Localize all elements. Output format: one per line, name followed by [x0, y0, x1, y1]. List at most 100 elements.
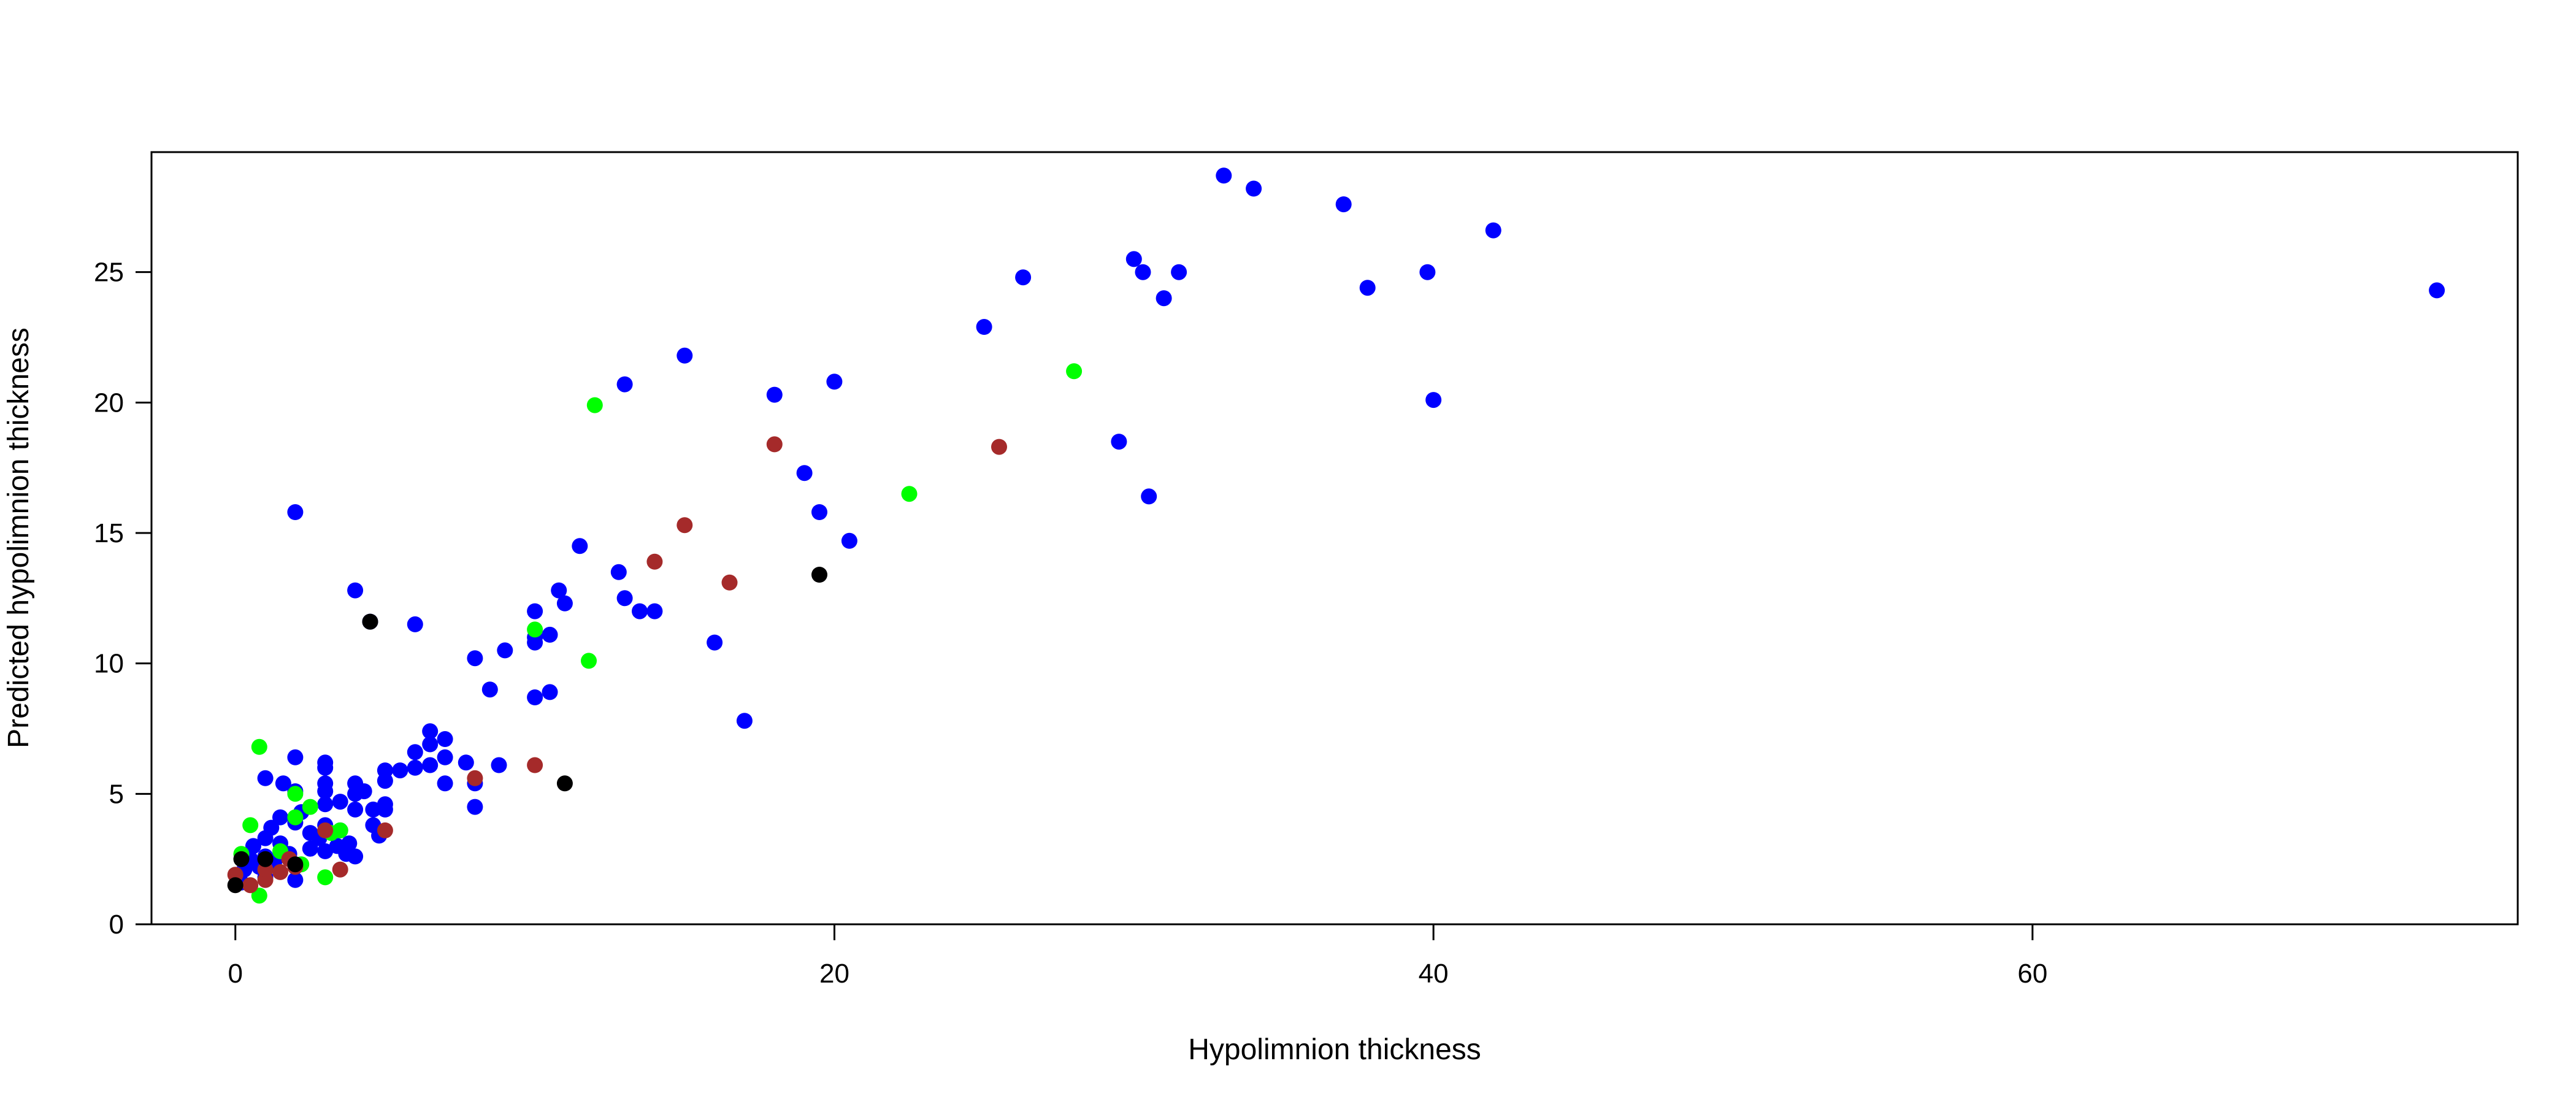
data-point — [347, 848, 364, 865]
data-point — [1066, 363, 1083, 380]
data-point — [551, 582, 567, 599]
data-point — [527, 757, 543, 773]
data-point — [811, 567, 827, 583]
data-point — [556, 775, 573, 792]
data-point — [646, 603, 663, 619]
data-point — [1141, 488, 1157, 505]
data-point — [422, 757, 439, 773]
data-point — [467, 650, 483, 667]
y-tick-label: 0 — [109, 910, 124, 940]
data-point — [377, 762, 393, 779]
x-axis-title: Hypolimnion thickness — [1188, 1033, 1481, 1066]
data-point — [347, 801, 364, 818]
data-point — [766, 386, 783, 403]
data-point — [497, 642, 513, 659]
data-point — [347, 582, 364, 599]
data-point — [392, 762, 408, 779]
data-point — [1015, 269, 1032, 286]
data-point — [251, 887, 267, 904]
data-point — [242, 877, 259, 894]
data-point — [467, 770, 483, 786]
data-point — [527, 603, 543, 619]
y-tick-label: 15 — [94, 518, 124, 548]
y-axis: 0 5 10 15 20 25 — [94, 258, 151, 940]
x-tick-label: 20 — [819, 959, 849, 989]
data-point — [586, 397, 603, 413]
y-tick-label: 5 — [109, 779, 124, 809]
data-point — [332, 861, 348, 878]
data-point — [407, 744, 423, 761]
data-point — [1156, 290, 1172, 307]
data-point — [245, 838, 261, 854]
data-point — [317, 843, 334, 859]
data-point — [356, 783, 372, 800]
data-point — [556, 595, 573, 611]
data-point — [796, 465, 813, 481]
data-point — [251, 738, 267, 755]
data-point — [1216, 167, 1232, 184]
data-point — [275, 775, 291, 792]
data-point — [581, 653, 597, 669]
data-point — [407, 616, 423, 632]
data-point — [1359, 280, 1376, 296]
data-point — [1135, 264, 1151, 280]
data-point — [377, 796, 393, 813]
y-axis-title: Predicted hypolimnion thickness — [2, 328, 35, 748]
data-point — [1419, 264, 1436, 280]
data-point — [1246, 180, 1262, 197]
x-axis: 0 20 40 60 — [228, 923, 2047, 989]
data-point — [377, 822, 393, 838]
data-point — [572, 538, 588, 554]
data-point — [362, 613, 378, 630]
data-point — [677, 347, 693, 364]
data-point — [287, 872, 304, 888]
data-point — [422, 723, 439, 740]
data-point — [481, 681, 498, 698]
data-point — [527, 621, 543, 638]
data-point — [841, 532, 857, 549]
data-point — [257, 851, 274, 867]
x-tick-label: 40 — [1419, 959, 1449, 989]
points-layer — [227, 167, 2445, 904]
data-point — [242, 817, 259, 834]
data-point — [677, 517, 693, 534]
y-tick-label: 10 — [94, 649, 124, 679]
data-point — [527, 689, 543, 705]
data-point — [422, 736, 439, 753]
data-point — [287, 856, 304, 873]
data-point — [467, 799, 483, 815]
data-point — [542, 684, 558, 700]
data-point — [1171, 264, 1187, 280]
x-tick-label: 60 — [2017, 959, 2047, 989]
series-3 — [227, 567, 827, 894]
data-point — [1125, 251, 1142, 267]
data-point — [1335, 196, 1352, 213]
data-point — [610, 564, 627, 580]
series-0 — [233, 167, 2445, 891]
data-point — [811, 504, 827, 520]
data-point — [287, 786, 304, 802]
data-point — [302, 799, 318, 815]
data-point — [332, 822, 348, 838]
data-point — [317, 822, 334, 838]
data-point — [646, 553, 663, 570]
data-point — [437, 749, 453, 765]
data-point — [976, 319, 992, 335]
data-point — [341, 835, 358, 852]
data-point — [616, 376, 633, 393]
data-point — [542, 626, 558, 643]
data-point — [365, 801, 381, 818]
y-tick-label: 20 — [94, 388, 124, 418]
data-point — [317, 754, 334, 771]
data-point — [233, 851, 250, 867]
data-point — [1425, 392, 1442, 408]
data-point — [272, 864, 288, 880]
data-point — [1485, 222, 1501, 239]
data-point — [302, 840, 318, 857]
data-point — [317, 775, 334, 792]
data-point — [616, 590, 633, 607]
data-point — [721, 574, 738, 591]
data-point — [287, 749, 304, 765]
data-point — [736, 713, 753, 729]
